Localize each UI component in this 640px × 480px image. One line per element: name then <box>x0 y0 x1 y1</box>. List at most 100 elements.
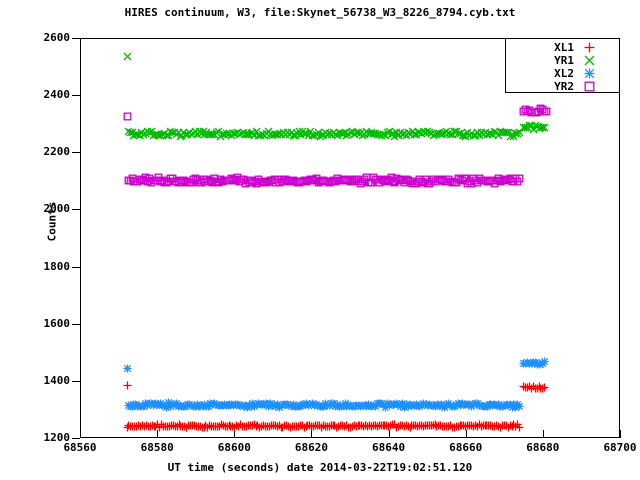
y-axis-tick-label: 1600 <box>43 316 71 330</box>
data-point <box>175 420 184 429</box>
x-axis-tick-label: 68600 <box>217 441 251 454</box>
data-point <box>242 422 251 431</box>
data-point <box>540 123 549 132</box>
y-axis-tick-label: 1800 <box>43 259 71 273</box>
data-point <box>145 128 154 137</box>
data-point <box>139 130 148 139</box>
data-point <box>346 423 355 432</box>
x-axis-tick-label: 68580 <box>140 441 174 454</box>
data-point <box>436 421 445 430</box>
legend-item-label: YR2 <box>554 80 574 93</box>
data-point <box>409 421 418 430</box>
data-point <box>230 423 239 432</box>
data-point <box>392 423 401 432</box>
data-point <box>211 422 220 431</box>
y-axis-tick <box>72 266 80 268</box>
data-point <box>387 130 396 139</box>
data-point <box>339 129 348 138</box>
legend: XL1 YR1 XL2 YR2 <box>505 38 620 93</box>
data-point <box>126 128 135 137</box>
data-point <box>208 130 217 139</box>
data-point <box>325 422 334 431</box>
y-axis-tick <box>72 95 80 97</box>
data-point <box>154 131 163 140</box>
data-point <box>123 112 132 121</box>
data-point <box>259 421 268 430</box>
data-point <box>504 423 513 432</box>
data-point <box>188 421 197 430</box>
legend-item-label: XL1 <box>554 41 574 54</box>
legend-item-xl2[interactable]: XL2 <box>506 67 621 80</box>
x-axis-label: UT time (seconds) date 2014-03-22T19:02:… <box>167 461 473 474</box>
data-point <box>540 383 549 392</box>
data-point <box>294 422 303 431</box>
data-point <box>190 421 199 430</box>
x-axis-tick-label: 68700 <box>603 441 637 454</box>
data-point <box>540 357 549 366</box>
y-axis-tick-label: 2600 <box>43 31 71 44</box>
data-point <box>151 422 160 431</box>
y-axis-tick <box>72 438 80 439</box>
data-point <box>494 131 503 140</box>
data-point <box>123 52 132 61</box>
data-point <box>267 421 276 430</box>
data-point <box>300 423 309 432</box>
data-point <box>250 420 259 429</box>
y-axis-tick <box>72 209 80 211</box>
x-axis-tick <box>620 430 621 438</box>
data-point <box>538 105 547 114</box>
plus-marker <box>584 41 602 55</box>
y-axis-tick-label: 1400 <box>43 373 71 387</box>
data-point <box>340 422 349 431</box>
y-axis-tick-label: 2200 <box>43 145 71 159</box>
y-axis-tick <box>72 152 80 154</box>
y-axis-tick-label: 2000 <box>43 202 71 216</box>
legend-item-label: XL2 <box>554 67 574 80</box>
data-point <box>384 422 393 431</box>
data-point <box>156 131 165 140</box>
plot-title: HIRES continuum, W3, file:Skynet_56738_W… <box>124 6 516 19</box>
data-point <box>542 107 551 116</box>
legend-item-xl1[interactable]: XL1 <box>506 41 621 54</box>
data-point <box>431 420 440 429</box>
data-plot-area <box>80 38 620 438</box>
y-axis-tick <box>72 323 80 325</box>
x-axis-tick-label: 68640 <box>372 441 406 454</box>
data-point <box>255 423 264 432</box>
data-point <box>300 129 309 138</box>
plot-frame <box>80 38 620 438</box>
data-point <box>205 421 214 430</box>
data-point <box>123 364 132 373</box>
data-point <box>450 423 459 432</box>
x-axis-tick-label: 68560 <box>63 441 97 454</box>
y-axis-tick-label: 1200 <box>43 431 71 444</box>
data-point <box>513 177 522 186</box>
y-axis-tick <box>72 38 80 39</box>
legend-item-yr1[interactable]: YR1 <box>506 54 621 67</box>
data-point <box>123 381 132 390</box>
data-point <box>535 382 544 391</box>
data-point <box>494 422 503 431</box>
data-point <box>289 131 298 140</box>
cross-marker <box>584 54 602 68</box>
x-axis-tick-label: 68660 <box>449 441 483 454</box>
data-point <box>515 174 524 183</box>
data-point <box>515 402 524 411</box>
asterisk-marker <box>584 67 602 81</box>
data-point <box>538 123 547 132</box>
y-axis-tick <box>72 380 80 382</box>
data-point <box>450 127 459 136</box>
legend-item-yr2[interactable]: YR2 <box>506 80 621 93</box>
data-point <box>225 421 234 430</box>
legend-item-label: YR1 <box>554 54 574 67</box>
data-point <box>309 422 318 431</box>
data-point <box>332 423 341 432</box>
x-axis-tick-label: 68680 <box>526 441 560 454</box>
x-axis-tick-label: 68620 <box>294 441 328 454</box>
y-axis-tick-label: 2400 <box>43 88 71 102</box>
y-axis-label: Counts <box>45 201 59 242</box>
data-point <box>278 423 287 432</box>
data-point <box>124 421 133 430</box>
open-square-marker <box>584 80 602 94</box>
